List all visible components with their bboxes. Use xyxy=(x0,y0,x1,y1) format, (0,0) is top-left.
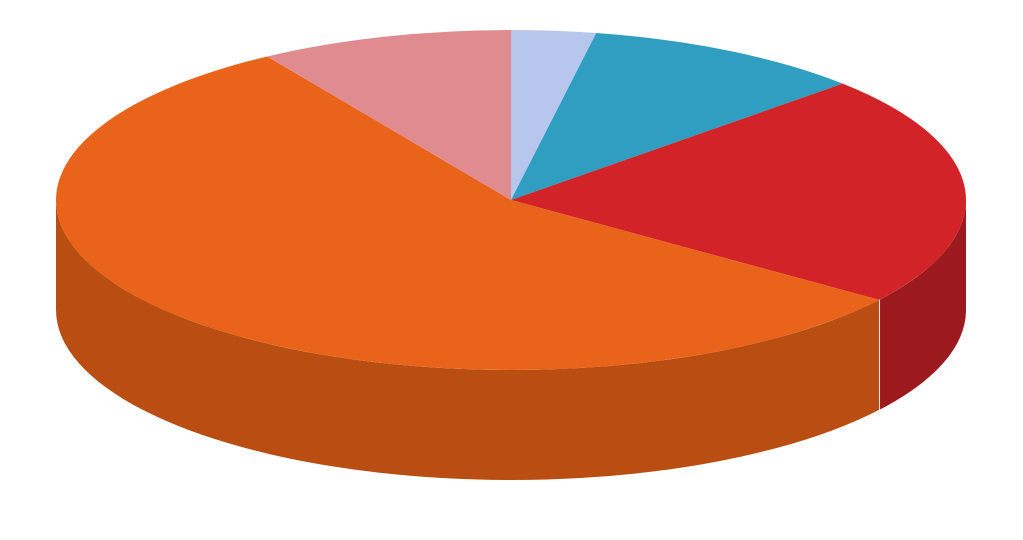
pie-chart-3d xyxy=(0,0,1023,540)
